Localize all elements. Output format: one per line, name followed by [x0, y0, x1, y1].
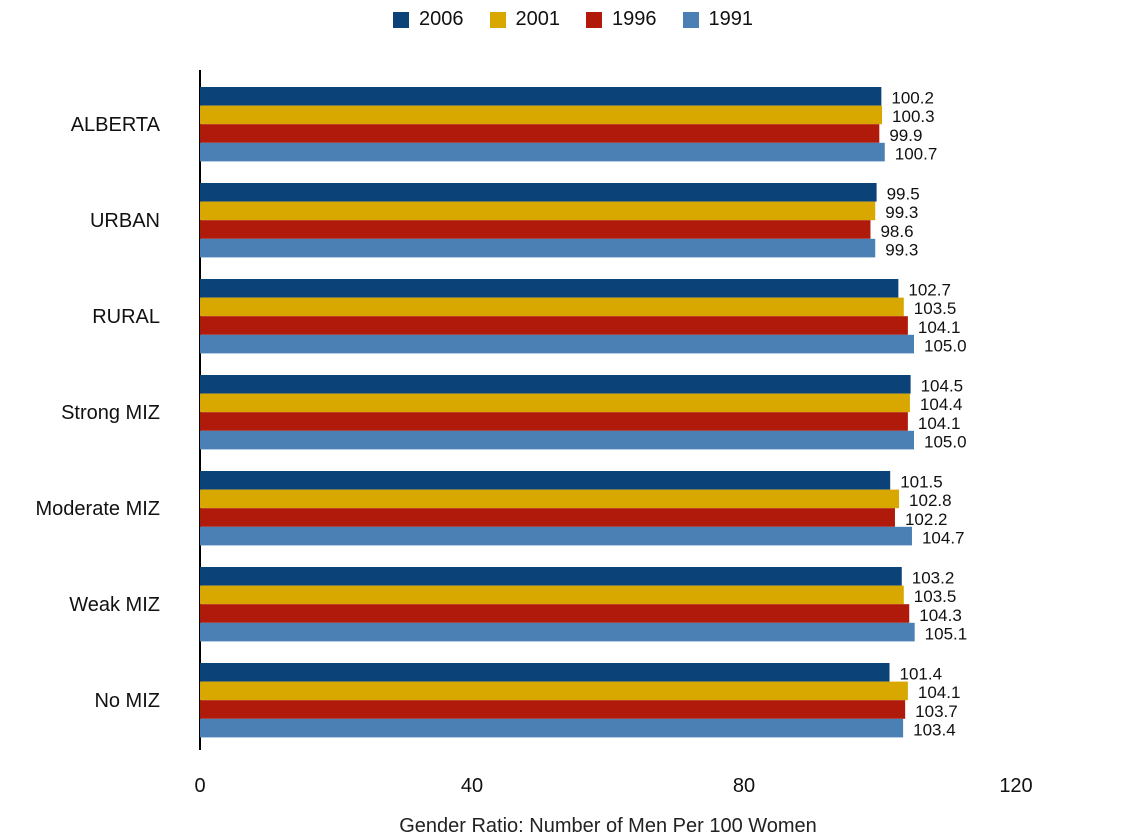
bar-no-miz-1996	[200, 700, 906, 719]
legend-item-2001: 2001	[489, 8, 561, 31]
bar-moderate-miz-2006	[200, 471, 891, 490]
bar-weak-miz-2006	[200, 567, 902, 586]
data-label-urban-2001: 99.3	[885, 203, 918, 222]
legend-swatch-1991	[682, 11, 699, 28]
category-label-rural: RURAL	[92, 306, 160, 328]
bar-urban-2001	[200, 201, 876, 221]
data-label-no-miz-1996: 103.7	[915, 702, 958, 721]
bar-rural-1991	[200, 334, 914, 354]
legend-label-2006: 2006	[419, 8, 464, 30]
category-label-no-miz: No MIZ	[94, 690, 160, 712]
legend-swatch-2001	[489, 11, 506, 28]
data-label-strong-miz-2001: 104.4	[920, 395, 963, 414]
data-label-weak-miz-2001: 103.5	[914, 587, 957, 606]
category-label-moderate-miz: Moderate MIZ	[36, 498, 160, 520]
bar-moderate-miz-1991	[200, 526, 912, 546]
data-label-weak-miz-1991: 105.1	[925, 624, 968, 643]
bar-no-miz-2006	[200, 663, 890, 682]
bar-weak-miz-1991	[200, 622, 915, 642]
bar-rural-2001	[200, 297, 904, 317]
bar-urban-1996	[200, 220, 871, 239]
data-label-weak-miz-1996: 104.3	[919, 606, 962, 625]
legend-label-1991: 1991	[708, 8, 754, 30]
legend-swatch-2006	[393, 11, 409, 28]
bar-urban-1991	[200, 238, 876, 258]
data-label-rural-2006: 102.7	[908, 281, 951, 300]
data-label-weak-miz-2006: 103.2	[912, 569, 955, 588]
x-tick-label-0: 0	[194, 775, 205, 797]
data-label-urban-2006: 99.5	[887, 185, 920, 204]
data-label-moderate-miz-2001: 102.8	[909, 491, 952, 510]
data-label-alberta-1996: 99.9	[889, 126, 922, 145]
category-label-weak-miz: Weak MIZ	[69, 594, 160, 616]
bar-weak-miz-2001	[200, 585, 904, 605]
data-label-urban-1996: 98.6	[880, 222, 913, 241]
data-label-moderate-miz-2006: 101.5	[900, 473, 943, 492]
data-label-alberta-2006: 100.2	[891, 89, 934, 108]
bar-alberta-2001	[200, 105, 883, 125]
bar-strong-miz-2006	[200, 375, 911, 394]
data-label-no-miz-1991: 103.4	[913, 720, 956, 739]
x-tick-label-120: 120	[999, 775, 1032, 797]
data-label-rural-2001: 103.5	[914, 299, 957, 318]
bar-moderate-miz-1996	[200, 508, 895, 527]
data-label-strong-miz-2006: 104.5	[921, 377, 964, 396]
legend: 2006 2001 1996 1991	[0, 8, 1146, 31]
data-label-strong-miz-1991: 105.0	[924, 432, 967, 451]
category-label-strong-miz: Strong MIZ	[61, 402, 160, 424]
x-tick-label-40: 40	[461, 775, 483, 797]
bar-urban-2006	[200, 183, 877, 202]
bar-no-miz-1991	[200, 718, 904, 738]
bar-no-miz-2001	[200, 681, 908, 701]
x-axis-title: Gender Ratio: Number of Men Per 100 Wome…	[399, 815, 817, 837]
bar-weak-miz-1996	[200, 604, 910, 623]
data-label-moderate-miz-1991: 104.7	[922, 528, 965, 547]
data-label-no-miz-2001: 104.1	[918, 683, 961, 702]
bar-alberta-1991	[200, 142, 885, 162]
data-label-alberta-1991: 100.7	[895, 144, 938, 163]
bar-alberta-1996	[200, 124, 880, 143]
data-label-no-miz-2006: 101.4	[900, 665, 943, 684]
legend-item-1991: 1991	[682, 8, 754, 31]
data-label-rural-1991: 105.0	[924, 336, 967, 355]
data-label-rural-1996: 104.1	[918, 318, 961, 337]
category-label-urban: URBAN	[90, 210, 160, 232]
data-label-moderate-miz-1996: 102.2	[905, 510, 948, 529]
bar-strong-miz-1996	[200, 412, 908, 431]
bar-rural-2006	[200, 279, 899, 298]
x-tick-label-80: 80	[733, 775, 755, 797]
legend-label-2001: 2001	[515, 8, 561, 30]
bar-rural-1996	[200, 316, 908, 335]
bar-strong-miz-2001	[200, 393, 910, 413]
data-label-alberta-2001: 100.3	[892, 107, 935, 126]
bar-moderate-miz-2001	[200, 489, 900, 509]
bar-alberta-2006	[200, 87, 882, 106]
data-label-strong-miz-1996: 104.1	[918, 414, 961, 433]
bar-strong-miz-1991	[200, 430, 914, 450]
legend-label-1996: 1996	[612, 8, 657, 30]
category-label-alberta: ALBERTA	[71, 114, 161, 136]
legend-item-1996: 1996	[586, 8, 657, 31]
legend-swatch-1996	[586, 11, 602, 28]
data-label-urban-1991: 99.3	[885, 240, 918, 259]
legend-item-2006: 2006	[393, 8, 464, 31]
